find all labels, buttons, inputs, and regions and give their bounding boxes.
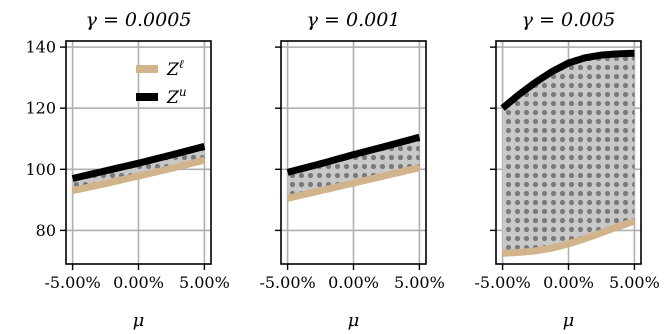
x-tick-label: 0.00% — [113, 273, 164, 292]
x-tick-label: -5.00% — [259, 273, 315, 292]
panel-1: -5.00% 0.00% 5.00% 80 100 120 140 γ = 0.0005 μ Zℓ… — [25, 9, 229, 331]
series-line-z-lower — [501, 217, 636, 257]
x-tick-label: 0.00% — [543, 273, 594, 292]
series-line-z-lower — [286, 164, 421, 202]
x-axis-label: μ — [133, 310, 145, 331]
y-tick-label: 80 — [36, 221, 56, 240]
x-tick-label: 5.00% — [179, 273, 230, 292]
x-tick-label: -5.00% — [44, 273, 100, 292]
y-tick-label: 120 — [25, 99, 56, 118]
legend-superscript: u — [179, 85, 187, 99]
panel-title: γ = 0.001 — [307, 9, 401, 31]
legend-swatch-z-lower — [136, 65, 158, 73]
legend: Zℓ Zu — [136, 57, 187, 108]
x-tick-label: 5.00% — [609, 273, 660, 292]
legend-swatch-z-upper — [136, 93, 158, 101]
y-tick-label: 100 — [25, 160, 56, 179]
x-tick-label: -5.00% — [474, 273, 530, 292]
panel-title: γ = 0.005 — [522, 9, 616, 31]
x-tick-label: 0.00% — [328, 273, 379, 292]
fill-between-hatch — [287, 137, 420, 199]
series-line-z-upper — [286, 133, 421, 176]
panel-title: γ = 0.0005 — [86, 9, 192, 31]
panel-3: -5.00% 0.00% 5.00% γ = 0.005 μ — [474, 9, 659, 331]
x-tick-label: 5.00% — [394, 273, 445, 292]
x-axis-label: μ — [563, 310, 575, 331]
x-axis-label: μ — [348, 310, 360, 331]
legend-label-z-lower: Zℓ — [166, 57, 184, 80]
series-line-z-upper — [500, 49, 636, 111]
panel-2: -5.00% 0.00% 5.00% γ = 0.001 μ — [259, 9, 444, 331]
series-line-z-upper — [71, 143, 206, 182]
series-line-z-lower — [71, 156, 206, 195]
fill-between-hatch — [502, 53, 635, 254]
legend-superscript: ℓ — [179, 57, 184, 71]
legend-label-z-upper: Zu — [166, 85, 187, 108]
y-tick-label: 140 — [25, 38, 56, 57]
